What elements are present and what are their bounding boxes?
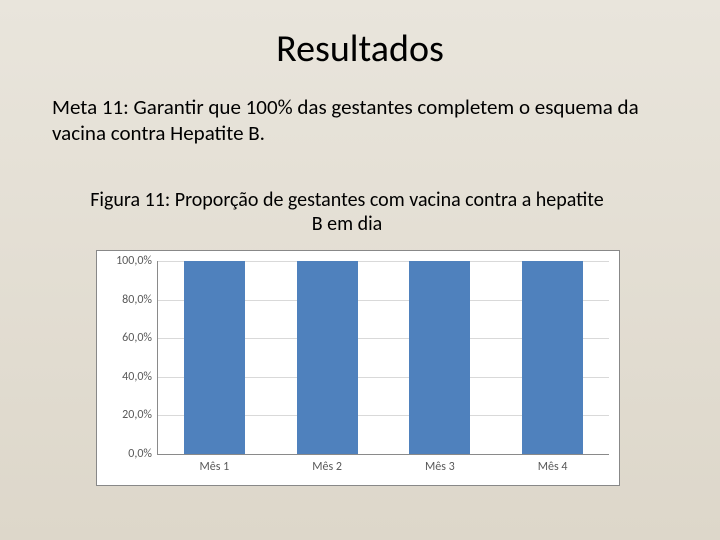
chart-bar <box>184 261 245 454</box>
chart-bar-slot <box>158 261 271 454</box>
chart-bar-slot <box>384 261 497 454</box>
chart-ytick-label: 0,0% <box>128 447 152 461</box>
chart-bar <box>297 261 358 454</box>
chart-ytick-label: 40,0% <box>122 370 152 384</box>
chart-xtick-label: Mês 3 <box>384 460 497 474</box>
chart-plot-area: 0,0% 20,0% 40,0% 60,0% 80,0% 100,0% <box>157 261 609 455</box>
slide-subtitle: Meta 11: Garantir que 100% das gestantes… <box>52 94 660 147</box>
chart-ytick-label: 80,0% <box>122 293 152 307</box>
chart-xtick-label: Mês 2 <box>271 460 384 474</box>
chart-xlabels: Mês 1 Mês 2 Mês 3 Mês 4 <box>158 460 609 474</box>
chart-xtick-label: Mês 4 <box>496 460 609 474</box>
slide: Resultados Meta 11: Garantir que 100% da… <box>0 0 720 540</box>
chart-ytick-label: 20,0% <box>122 408 152 422</box>
figure-caption: Figura 11: Proporção de gestantes com va… <box>84 188 610 236</box>
chart-bar-slot <box>271 261 384 454</box>
chart-container: 0,0% 20,0% 40,0% 60,0% 80,0% 100,0% <box>96 250 620 486</box>
slide-title: Resultados <box>0 26 720 72</box>
chart-ytick-label: 60,0% <box>122 331 152 345</box>
chart-bar <box>522 261 583 454</box>
chart-bars <box>158 261 609 454</box>
chart-bar-slot <box>496 261 609 454</box>
chart-ytick-label: 100,0% <box>116 254 152 268</box>
chart-xtick-label: Mês 1 <box>158 460 271 474</box>
chart-plot: 0,0% 20,0% 40,0% 60,0% 80,0% 100,0% <box>157 261 609 455</box>
chart-bar <box>409 261 470 454</box>
